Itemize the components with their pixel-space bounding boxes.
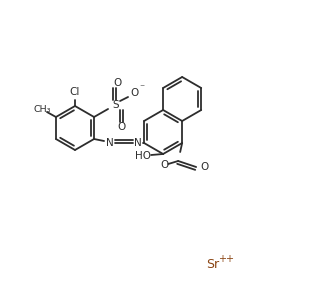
Text: Cl: Cl (70, 87, 80, 97)
Text: O: O (117, 122, 125, 132)
Text: N: N (134, 138, 142, 148)
Text: Sr: Sr (206, 258, 219, 271)
Text: O: O (130, 88, 138, 98)
Text: CH₃: CH₃ (33, 104, 51, 113)
Text: HO: HO (135, 151, 151, 161)
Text: O: O (160, 160, 168, 170)
Text: O: O (200, 162, 208, 172)
Text: S: S (113, 100, 119, 110)
Text: N: N (106, 138, 114, 148)
Text: ++: ++ (218, 254, 234, 264)
Text: ⁻: ⁻ (140, 83, 145, 93)
Text: O: O (113, 78, 121, 88)
Text: ⁻: ⁻ (156, 152, 161, 162)
